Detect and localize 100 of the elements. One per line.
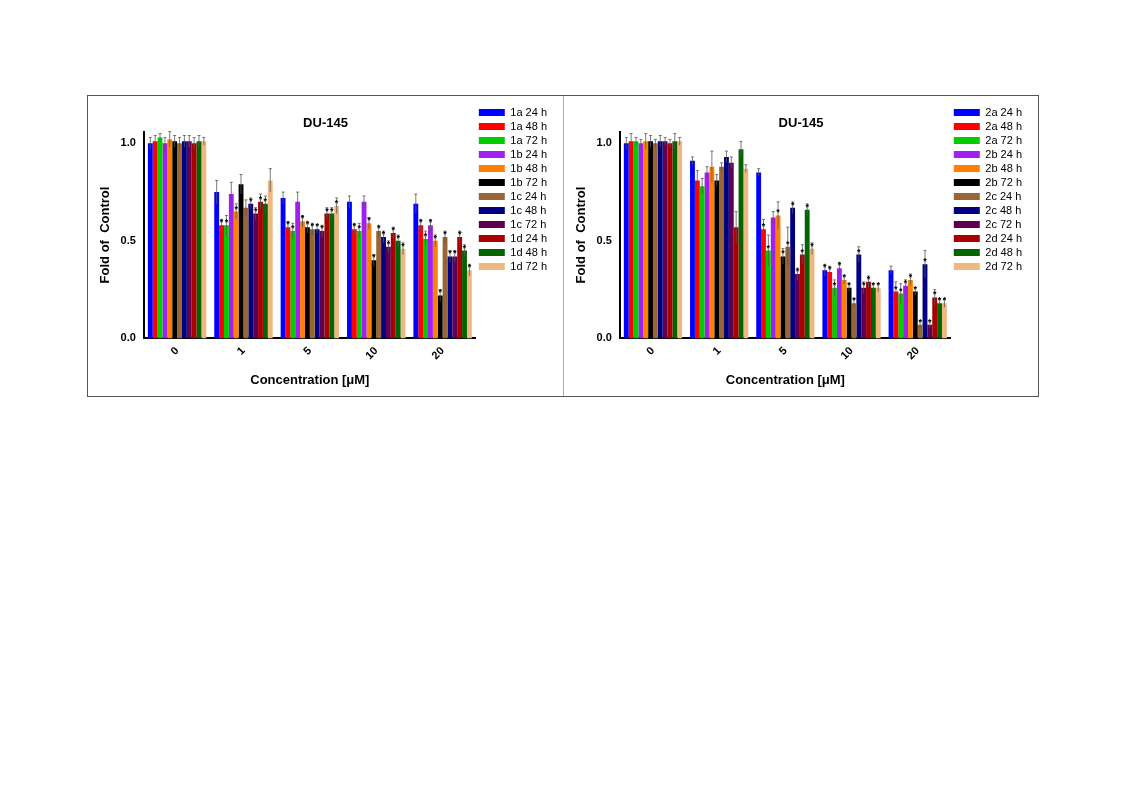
legend-label: 1d 24 h	[510, 231, 547, 244]
x-tick-label: 20	[429, 344, 447, 362]
data-label: *	[847, 279, 852, 290]
data-label: *	[923, 256, 928, 267]
data-label: *	[810, 240, 815, 251]
y-tick-label: 0.5	[120, 233, 136, 246]
bar	[253, 213, 259, 339]
legend-label: 1a 48 h	[510, 119, 547, 132]
data-label: *	[827, 264, 832, 275]
data-label: *	[249, 195, 254, 206]
bar	[770, 217, 776, 339]
bar	[638, 143, 644, 339]
data-label: *	[894, 283, 899, 294]
data-label: *	[861, 279, 866, 290]
data-label: *	[372, 252, 377, 263]
legend-label: 2a 48 h	[985, 119, 1022, 132]
data-label: *	[376, 223, 381, 234]
bar	[657, 141, 663, 339]
bar	[937, 303, 942, 339]
bar	[790, 207, 796, 339]
bar	[623, 143, 629, 339]
bar	[295, 201, 301, 339]
bar	[376, 231, 382, 339]
bar	[875, 287, 881, 339]
legend-label: 2c 24 h	[985, 189, 1022, 202]
bar	[432, 240, 438, 339]
data-label: *	[300, 213, 305, 224]
legend-label: 1c 48 h	[510, 203, 547, 216]
data-label: *	[903, 277, 908, 288]
bar	[652, 143, 658, 339]
bar	[347, 201, 352, 339]
data-label: *	[857, 246, 862, 257]
bar	[280, 197, 286, 339]
bar	[381, 236, 386, 339]
bar	[765, 250, 771, 339]
legend-label: 2b 24 h	[985, 147, 1022, 160]
data-label: *	[329, 205, 334, 216]
bar	[390, 233, 396, 339]
data-label: *	[443, 228, 448, 239]
y-axis-title: Fold of Control	[97, 186, 113, 284]
data-label: *	[928, 316, 933, 327]
legend-label: 1c 72 h	[510, 217, 547, 230]
x-axis-title: Concentration [μM]	[250, 371, 370, 387]
bar	[147, 143, 153, 339]
data-label: *	[823, 262, 828, 273]
data-label: *	[325, 205, 330, 216]
data-label: *	[234, 203, 239, 214]
legend-label: 2a 72 h	[985, 133, 1022, 146]
bar	[262, 203, 268, 339]
data-label: *	[800, 246, 805, 257]
y-tick-label: 1.0	[120, 136, 136, 149]
bar	[756, 172, 762, 339]
data-label: *	[438, 287, 443, 298]
legend-label: 1b 72 h	[510, 175, 547, 188]
x-tick-label: 10	[837, 344, 856, 362]
bar	[228, 194, 234, 339]
x-tick-label: 0	[167, 344, 181, 357]
data-label: *	[913, 283, 918, 294]
bar	[395, 240, 401, 339]
legend-label: 1d 48 h	[510, 245, 547, 258]
chart-title: DU-145	[778, 115, 824, 131]
data-label: *	[263, 195, 268, 206]
data-label: *	[837, 260, 842, 271]
bar	[428, 225, 433, 339]
x-tick-label: 1	[709, 344, 723, 357]
legend-label: 2d 48 h	[985, 245, 1022, 258]
x-tick-label: 10	[362, 344, 380, 362]
bar	[351, 229, 357, 339]
data-label: *	[876, 279, 881, 290]
data-label: *	[866, 273, 871, 284]
data-label: *	[418, 217, 423, 228]
data-label: *	[396, 232, 401, 243]
y-tick-label: 1.0	[596, 136, 612, 149]
data-label: *	[367, 215, 372, 226]
legend-label: 1a 24 h	[510, 105, 547, 118]
bar	[413, 203, 419, 339]
bar	[418, 225, 424, 339]
data-label: *	[253, 205, 258, 216]
bar	[243, 207, 249, 339]
data-label: *	[898, 285, 903, 296]
data-label: *	[391, 225, 396, 236]
y-tick-label: 0.0	[120, 331, 136, 344]
legend-label: 2b 48 h	[985, 161, 1022, 174]
data-label: *	[795, 266, 800, 277]
data-label: *	[942, 295, 947, 306]
bar	[903, 285, 908, 339]
bar	[314, 229, 320, 339]
bar	[690, 160, 695, 339]
data-label: *	[908, 271, 913, 282]
bar	[309, 229, 315, 339]
bar	[761, 229, 766, 339]
bar	[728, 162, 734, 339]
bar	[181, 141, 187, 339]
bar	[324, 213, 330, 339]
bar	[366, 223, 372, 339]
y-axis-title: Fold of Control	[573, 186, 589, 284]
data-label: *	[832, 279, 837, 290]
bar	[785, 246, 791, 339]
data-label: *	[291, 223, 296, 234]
bar	[861, 287, 867, 339]
